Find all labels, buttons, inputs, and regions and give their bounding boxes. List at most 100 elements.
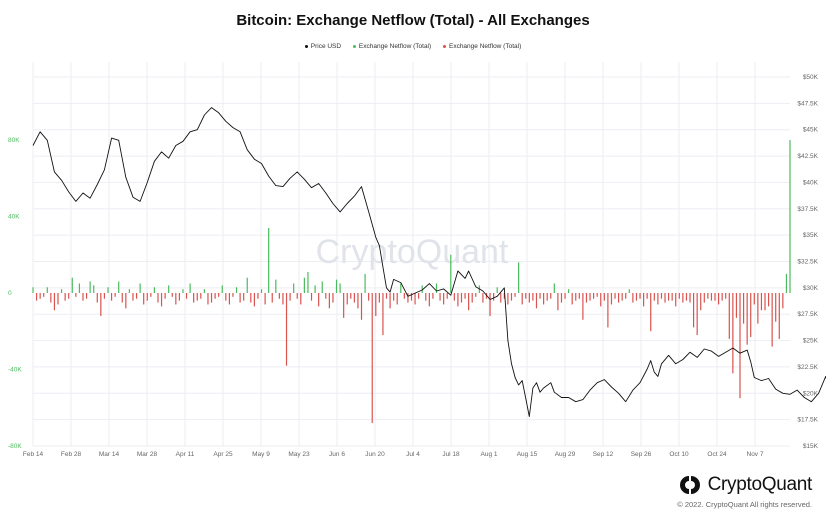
netflow-bar xyxy=(135,293,138,299)
netflow-bar xyxy=(789,140,791,293)
price-series xyxy=(32,107,826,417)
right-axis-tick-label: $25K xyxy=(803,338,819,345)
netflow-bar xyxy=(493,293,495,301)
netflow-bar xyxy=(121,293,123,303)
netflow-bar xyxy=(782,293,784,309)
netflow-bar xyxy=(746,293,748,345)
netflow-bar xyxy=(464,293,466,299)
netflow-bar xyxy=(103,293,106,299)
left-axis-ticks: 80K 40K 0 -40K -80K xyxy=(8,137,22,450)
netflow-bar xyxy=(32,287,34,293)
netflow-bar xyxy=(318,293,320,307)
netflow-bar xyxy=(193,293,195,303)
netflow-bar xyxy=(607,293,609,328)
netflow-bar xyxy=(539,293,541,299)
netflow-bar xyxy=(43,293,45,297)
netflow-bar xyxy=(385,293,388,299)
netflow-bar xyxy=(307,271,309,293)
netflow-bar xyxy=(678,293,680,299)
netflow-bar xyxy=(557,293,559,311)
netflow-bar xyxy=(285,293,288,366)
netflow-bar xyxy=(257,293,259,299)
netflow-bar xyxy=(278,293,280,299)
legend-label-price: Price USD xyxy=(310,43,342,50)
netflow-bar xyxy=(667,293,670,301)
left-axis-tick-label: 40K xyxy=(8,214,20,221)
right-axis-tick-label: $42.5K xyxy=(797,153,818,160)
right-axis-tick-label: $22.5K xyxy=(797,364,818,371)
netflow-bar xyxy=(139,283,141,293)
netflow-bar xyxy=(453,293,455,301)
netflow-bar xyxy=(664,293,666,303)
netflow-bar xyxy=(650,293,652,332)
netflow-bar xyxy=(525,293,527,299)
netflow-bar xyxy=(532,293,534,301)
netflow-bar xyxy=(632,293,634,303)
netflow-bar xyxy=(692,293,695,328)
netflow-bar xyxy=(203,289,205,293)
netflow-bar xyxy=(250,293,252,303)
netflow-bar xyxy=(357,293,359,309)
netflow-bar xyxy=(725,293,727,299)
x-axis-tick-label: Aug 1 xyxy=(481,451,498,458)
netflow-bar xyxy=(671,293,673,301)
netflow-bar xyxy=(675,293,677,307)
netflow-bar xyxy=(589,293,591,301)
legend-item-netflow-inflow[interactable]: Exchange Netflow (Total) xyxy=(352,43,431,50)
netflow-bar xyxy=(335,279,338,293)
netflow-bar xyxy=(657,293,659,305)
netflow-bar xyxy=(742,293,745,324)
netflow-bar xyxy=(635,293,638,301)
right-axis-tick-label: $27.5K xyxy=(797,311,818,318)
right-axis-tick-label: $37.5K xyxy=(797,206,818,213)
netflow-bar xyxy=(271,293,273,303)
netflow-bar xyxy=(685,293,688,301)
netflow-bar xyxy=(157,293,159,303)
netflow-bar xyxy=(75,293,77,297)
right-axis-tick-label: $45K xyxy=(803,127,819,134)
netflow-bar xyxy=(264,293,266,305)
netflow-bar xyxy=(325,293,327,299)
netflow-bar xyxy=(128,289,131,293)
netflow-bar xyxy=(432,293,434,299)
netflow-bar xyxy=(514,293,516,297)
netflow-bar xyxy=(642,293,645,307)
netflow-bar xyxy=(578,293,580,299)
netflow-bar xyxy=(182,289,184,293)
netflow-bar xyxy=(160,293,163,307)
right-axis-tick-label: $32.5K xyxy=(797,259,818,266)
netflow-bar xyxy=(553,283,555,293)
netflow-bar xyxy=(218,293,220,297)
x-axis-tick-label: Aug 29 xyxy=(555,451,576,458)
netflow-bar xyxy=(364,273,366,293)
netflow-bar xyxy=(521,293,523,305)
netflow-bar xyxy=(596,293,598,297)
x-axis-tick-label: Feb 14 xyxy=(23,451,44,458)
x-axis-tick-label: Feb 28 xyxy=(61,451,82,458)
netflow-bar xyxy=(682,293,684,303)
legend-item-netflow-outflow[interactable]: Exchange Netflow (Total) xyxy=(442,43,522,50)
netflow-bar xyxy=(593,293,595,299)
netflow-bar xyxy=(507,293,509,305)
netflow-bar xyxy=(739,293,741,399)
brand-logo-block: CryptoQuant xyxy=(678,474,812,496)
x-axis-tick-label: Oct 10 xyxy=(669,451,689,458)
netflow-bar xyxy=(710,293,713,301)
netflow-bar xyxy=(653,293,655,301)
netflow-bar xyxy=(435,283,438,293)
netflow-bar xyxy=(618,293,620,303)
netflow-bar xyxy=(575,293,577,301)
netflow-bar xyxy=(625,293,627,299)
netflow-bar xyxy=(382,293,384,336)
netflow-bar xyxy=(314,285,316,293)
legend-swatch-inflow xyxy=(352,44,356,48)
netflow-bar xyxy=(228,293,230,305)
netflow-bar xyxy=(696,293,698,336)
legend-item-price[interactable]: Price USD xyxy=(304,43,342,50)
netflow-bar xyxy=(700,293,702,311)
netflow-bar xyxy=(767,293,770,307)
netflow-bar xyxy=(93,285,95,293)
netflow-bar xyxy=(57,293,59,305)
legend-label-outflow: Exchange Netflow (Total) xyxy=(448,43,522,50)
